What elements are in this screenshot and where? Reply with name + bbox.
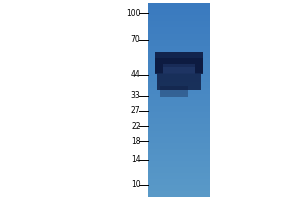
Text: 100: 100 — [126, 9, 140, 18]
Bar — [157, 74, 201, 90]
Text: 10: 10 — [131, 180, 140, 189]
Text: 70: 70 — [131, 35, 140, 44]
Text: 33: 33 — [131, 91, 140, 100]
Text: 14: 14 — [131, 155, 140, 164]
Bar — [163, 64, 196, 73]
Bar — [160, 86, 188, 97]
Text: 18: 18 — [131, 137, 140, 146]
Bar — [155, 52, 202, 73]
Text: 27: 27 — [131, 106, 140, 115]
Bar — [155, 58, 202, 74]
Text: 44: 44 — [131, 70, 140, 79]
Text: 22: 22 — [131, 122, 140, 131]
Bar — [163, 67, 196, 74]
